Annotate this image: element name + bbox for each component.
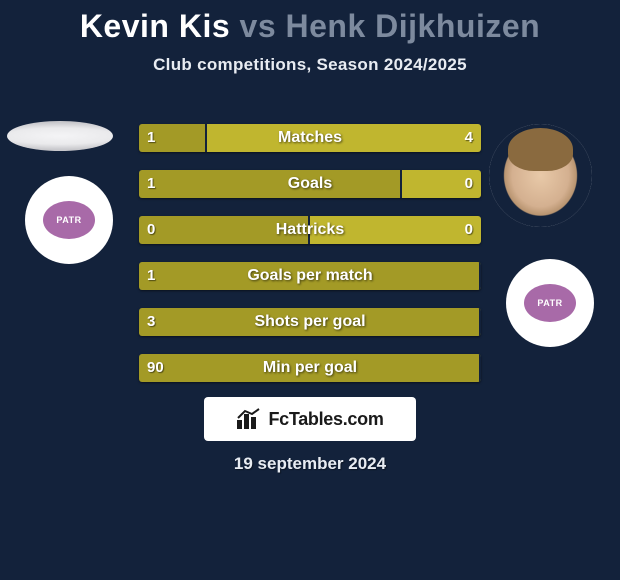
stat-label: Hattricks	[139, 216, 481, 244]
player1-avatar-placeholder	[7, 121, 113, 151]
player1-name: Kevin Kis	[80, 8, 230, 44]
stat-row: 1Goals per match	[139, 262, 481, 290]
stat-row: 14Matches	[139, 124, 481, 152]
stats-chart: 14Matches 10Goals 00Hattricks 1Goals per ma…	[139, 124, 481, 400]
stat-row: 10Goals	[139, 170, 481, 198]
player1-avatar	[7, 121, 113, 151]
stat-row: 00Hattricks	[139, 216, 481, 244]
stat-label: Goals per match	[139, 262, 481, 290]
vs-separator: vs	[240, 8, 277, 44]
stat-row: 90Min per goal	[139, 354, 481, 382]
comparison-date: 19 september 2024	[0, 454, 620, 474]
player1-club-badge: PATR	[25, 176, 113, 264]
club-badge-text-left: PATR	[43, 201, 96, 240]
stat-label: Min per goal	[139, 354, 481, 382]
brand-badge: FcTables.com	[204, 397, 416, 441]
club-badge-text-right: PATR	[524, 284, 577, 323]
brand-text: FcTables.com	[268, 409, 383, 430]
stat-label: Goals	[139, 170, 481, 198]
stat-label: Shots per goal	[139, 308, 481, 336]
comparison-subtitle: Club competitions, Season 2024/2025	[0, 55, 620, 75]
stat-row: 3Shots per goal	[139, 308, 481, 336]
stat-label: Matches	[139, 124, 481, 152]
comparison-title: Kevin Kis vs Henk Dijkhuizen	[0, 0, 620, 45]
player2-club-badge: PATR	[506, 259, 594, 347]
player2-avatar-placeholder	[489, 124, 592, 227]
brand-icon	[236, 408, 262, 430]
player2-avatar	[489, 124, 592, 227]
player2-name: Henk Dijkhuizen	[286, 8, 541, 44]
